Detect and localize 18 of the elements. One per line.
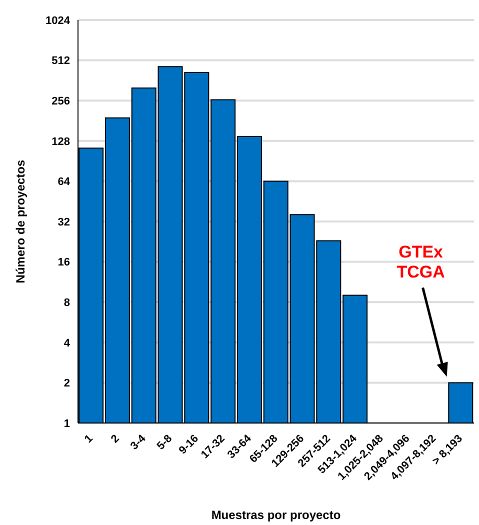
y-tick-label: 128 [52,136,70,148]
y-tick-label: 64 [58,176,71,188]
x-axis-title: Muestras por proyecto [211,508,341,522]
y-tick-label: 256 [52,96,70,108]
y-tick-label: 16 [58,256,70,269]
annotation: GTEx TCGA [396,242,445,282]
y-tick-label: 1 [64,418,70,430]
y-tick-label: 8 [64,297,70,310]
x-tick-label: 1 [82,432,96,446]
x-tick-label: 5-8 [154,432,175,452]
y-axis-title: Número de proyectos [13,160,28,284]
y-tick-label: 32 [58,216,70,228]
y-tick-label: 1024 [46,14,71,27]
y-tick-label: 512 [52,55,70,68]
x-tick-label: 2 [108,432,122,446]
x-tick-label: 3-4 [128,432,149,452]
y-tick-label: 2 [64,378,70,390]
y-tick-label: 4 [64,337,71,350]
